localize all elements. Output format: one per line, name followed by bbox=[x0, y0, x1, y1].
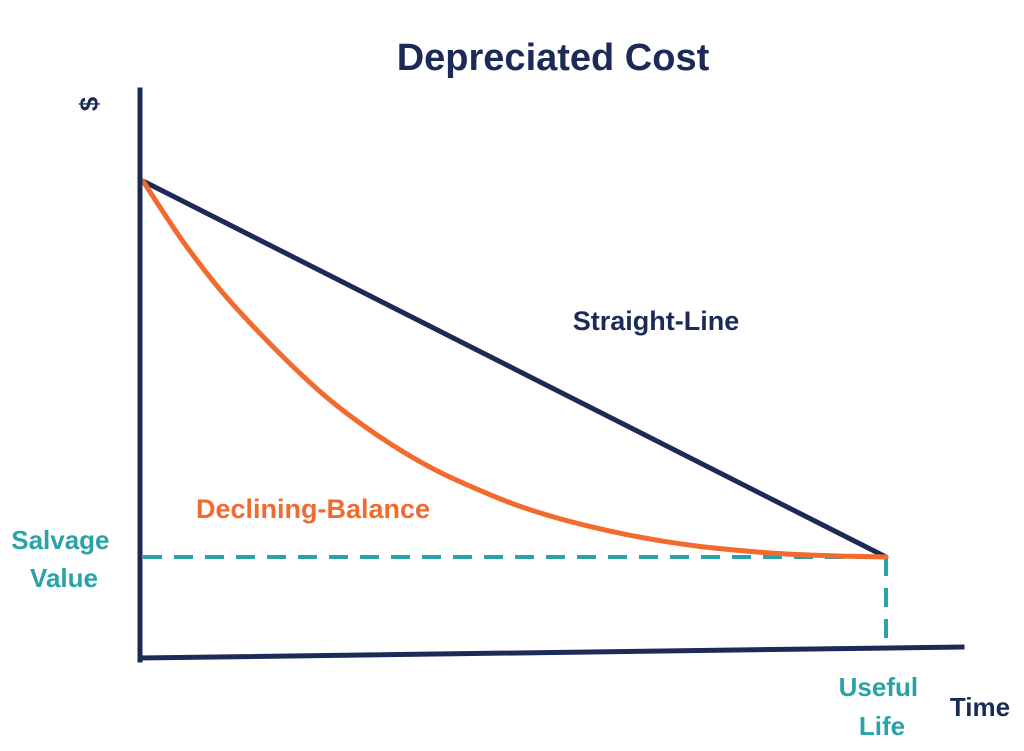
series-label-declining-balance: Declining-Balance bbox=[196, 494, 430, 524]
series-label-straight-line: Straight-Line bbox=[573, 306, 740, 336]
series-layer bbox=[140, 178, 889, 560]
salvage-value-line-1: Salvage bbox=[11, 525, 109, 555]
x-axis bbox=[137, 644, 965, 661]
useful-life-line-2: Life bbox=[859, 711, 905, 741]
salvage-value-label: Salvage Value bbox=[11, 525, 117, 593]
useful-life-line-1: Useful bbox=[839, 672, 918, 702]
x-axis-label: Time bbox=[950, 692, 1010, 722]
series-line-declining-balance bbox=[140, 178, 889, 560]
chart-title: Depreciated Cost bbox=[397, 37, 710, 79]
series-line-straight-line bbox=[140, 178, 889, 560]
reference-lines bbox=[143, 555, 888, 649]
salvage-value-line-2: Value bbox=[30, 563, 98, 593]
useful-life-label: Useful Life bbox=[839, 672, 926, 741]
y-axis-label: $ bbox=[74, 96, 104, 111]
